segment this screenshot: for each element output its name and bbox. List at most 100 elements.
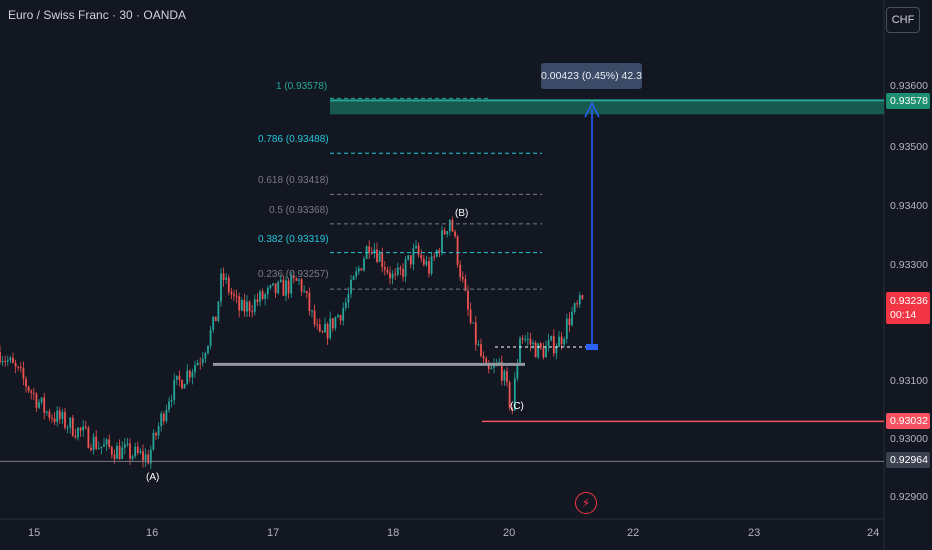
candle-body: [58, 410, 61, 420]
candle-body: [79, 427, 82, 431]
candle-body: [555, 346, 558, 354]
candle-body: [269, 285, 272, 288]
fib-label-0618: 0.618 (0.93418): [258, 175, 329, 186]
candle-body: [253, 299, 256, 312]
candle-body: [277, 281, 280, 294]
candle-body: [537, 343, 540, 358]
candle-body: [433, 256, 436, 258]
candle-body: [178, 375, 181, 381]
candle-body: [344, 302, 347, 309]
candle-body: [147, 454, 150, 464]
candle-body: [347, 293, 350, 303]
candle-body: [355, 271, 358, 277]
candle-body: [464, 279, 467, 291]
candle-body: [532, 342, 534, 345]
candle-body: [498, 361, 501, 364]
candle-body: [222, 273, 225, 280]
candle-body: [386, 269, 389, 273]
candle-body: [173, 379, 176, 401]
candle-body: [238, 296, 241, 311]
candle-body: [350, 279, 352, 294]
candle-body: [64, 411, 66, 428]
candle-body: [97, 447, 100, 449]
candle-body: [370, 252, 373, 254]
candle-body: [152, 432, 155, 450]
candle-body: [443, 230, 446, 235]
candle-body: [113, 454, 116, 459]
candle-body: [472, 322, 475, 324]
candle-body: [66, 427, 69, 429]
candle-body: [516, 363, 519, 379]
candle-body: [394, 273, 397, 275]
candle-body: [126, 443, 129, 445]
candle-body: [212, 316, 215, 330]
candle-body: [560, 336, 563, 345]
candle-body: [290, 275, 293, 294]
candle-body: [32, 392, 35, 394]
candle-body: [506, 371, 508, 383]
candle-body: [399, 267, 402, 270]
price-label: 0.93400: [890, 200, 928, 212]
candle-body: [204, 352, 207, 359]
candle-body: [378, 253, 381, 262]
time-label: 18: [387, 527, 400, 539]
candle-body: [259, 291, 261, 302]
candle-body: [45, 411, 48, 413]
time-label: 23: [748, 527, 761, 539]
candle-body: [357, 268, 360, 272]
candle-body: [503, 371, 506, 381]
candle-body: [480, 344, 482, 357]
candle-body: [22, 367, 25, 379]
candle-body: [77, 427, 79, 438]
price-label: 0.93000: [890, 433, 928, 445]
candle-body: [508, 382, 511, 408]
candle-body: [243, 300, 246, 312]
candle-body: [181, 380, 183, 389]
candle-body: [300, 279, 303, 292]
target-price-tag: 0.93578: [886, 93, 930, 109]
fib-label-0382: 0.382 (0.93319): [258, 234, 329, 245]
candle-body: [108, 439, 111, 447]
currency-button[interactable]: CHF: [886, 7, 920, 33]
candle-body: [214, 316, 217, 322]
candle-body: [295, 278, 298, 281]
current-price-tag: 0.93236 00:14: [886, 292, 930, 324]
candle-body: [199, 362, 202, 364]
candle-body: [118, 445, 121, 459]
candle-body: [144, 454, 147, 461]
candle-body: [430, 256, 433, 274]
candle-body: [409, 255, 412, 265]
candle-body: [389, 272, 391, 279]
time-label: 22: [627, 527, 640, 539]
candle-body: [376, 249, 378, 262]
candle-body: [454, 231, 456, 237]
candle-body: [191, 372, 194, 378]
candle-body: [95, 436, 98, 449]
candle-body: [578, 295, 581, 305]
measure-arrowhead: [584, 101, 600, 118]
candle-body: [339, 315, 342, 321]
candle-body: [136, 446, 139, 453]
candle-body: [285, 280, 287, 296]
candle-body: [27, 386, 30, 392]
target-zone: [330, 100, 884, 115]
candle-body: [168, 401, 170, 410]
candle-body: [513, 378, 516, 411]
candle-body: [235, 295, 238, 297]
candle-body: [305, 291, 308, 294]
candle-body: [448, 219, 451, 232]
candle-body: [415, 245, 417, 248]
candle-body: [342, 308, 345, 321]
candle-body: [0, 352, 1, 363]
candle-body: [485, 358, 488, 364]
candle-body: [547, 340, 550, 346]
candle-body: [209, 329, 212, 346]
candle-body: [563, 338, 566, 345]
symbol-title[interactable]: Euro / Swiss Franc · 30 · OANDA: [8, 8, 187, 22]
candle-body: [279, 279, 282, 282]
lightning-icon[interactable]: ⚡: [575, 492, 597, 514]
candle-body: [61, 411, 64, 420]
candle-body: [573, 303, 576, 312]
candle-body: [308, 293, 311, 311]
